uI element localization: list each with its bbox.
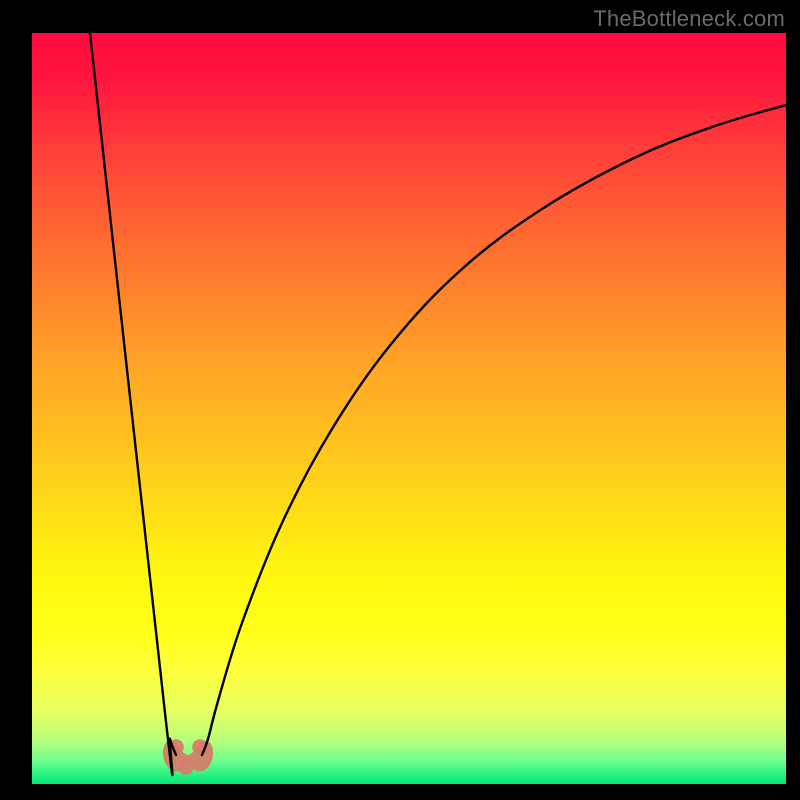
curve-left-branch: [90, 33, 176, 775]
plot-area: [32, 33, 786, 784]
curve-right-branch: [202, 105, 786, 755]
watermark-text: TheBottleneck.com: [593, 6, 785, 32]
bottleneck-curve: [32, 33, 786, 784]
